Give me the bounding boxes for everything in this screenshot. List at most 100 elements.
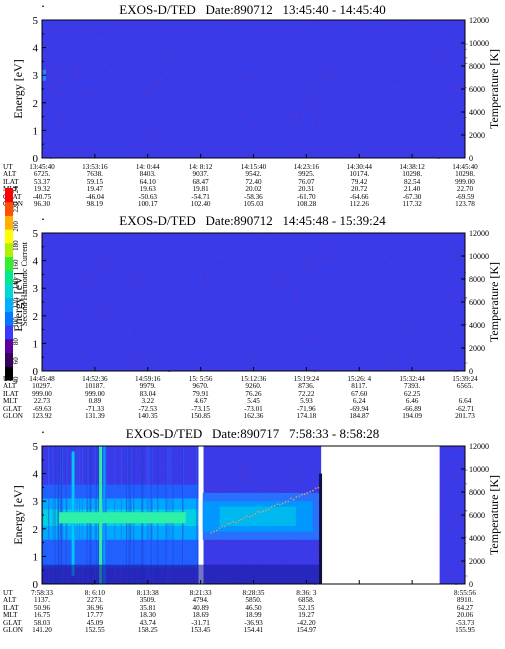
y2-tick-label: 0 <box>469 367 473 376</box>
data-gap <box>198 446 204 584</box>
info-value: 102.40 <box>190 200 211 208</box>
info-value: 98.19 <box>86 200 103 208</box>
info-value: 10174. <box>349 170 370 179</box>
info-value: 3.22 <box>141 397 155 406</box>
info-value: -61.70 <box>297 192 316 201</box>
y2-tick-label: 8000 <box>469 62 485 71</box>
info-value: 184.87 <box>349 412 370 420</box>
y-tick-label: 2 <box>33 311 39 323</box>
info-value: 5.93 <box>300 397 313 406</box>
info-value: 64.10 <box>139 177 156 186</box>
info-value: 19.32 <box>33 185 51 194</box>
info-value: -42.20 <box>297 618 316 627</box>
y2-tick-label: 10000 <box>469 465 489 474</box>
y-tick-label: 2 <box>33 98 39 110</box>
y-tick-label: 0 <box>33 579 39 591</box>
y2-tick-label: 10000 <box>469 39 489 48</box>
info-value: 8910. <box>456 596 474 605</box>
info-value: 9925. <box>298 170 315 179</box>
info-value: 16.75 <box>33 611 51 620</box>
colorbar-segment <box>5 201 13 216</box>
info-value: 62.25 <box>404 389 421 398</box>
info-value: 4794. <box>192 596 209 605</box>
info-value: 6.46 <box>405 397 419 406</box>
info-value: -66.89 <box>402 404 422 413</box>
info-value: 153.45 <box>190 626 211 634</box>
colorbar-segment <box>5 311 13 326</box>
colorbar-segment <box>5 338 13 354</box>
info-value: 21.40 <box>404 185 421 194</box>
info-value: 15:32:44 <box>399 375 425 383</box>
y2-tick-label: 12000 <box>469 229 489 238</box>
info-row-label: MLT <box>3 611 18 620</box>
info-value: 53.37 <box>33 177 51 186</box>
y2-tick-label: 2000 <box>469 557 485 566</box>
colorbar-tick-label: 80 <box>12 338 20 346</box>
info-value: 20.72 <box>351 185 368 194</box>
info-value: -62.71 <box>455 404 475 413</box>
colorbar-tick-label: 240 <box>12 186 20 193</box>
info-value: -69.63 <box>32 404 52 413</box>
y2-tick-label: 4000 <box>469 108 485 117</box>
info-value: 20.31 <box>298 185 315 194</box>
info-row-label: GLON <box>3 412 23 420</box>
info-value: 15:26: 4 <box>347 375 372 383</box>
info-value: 79.42 <box>351 177 368 186</box>
info-row-label: GLAT <box>3 618 22 627</box>
info-value: 194.09 <box>402 412 422 420</box>
info-value: 15:12:36 <box>240 375 267 383</box>
info-row-label: ALT <box>3 596 17 605</box>
info-value: 64.27 <box>456 603 474 612</box>
spectrogram-background <box>42 20 465 158</box>
plot-area <box>41 5 468 159</box>
info-value: -58.36 <box>244 192 263 201</box>
data-gap <box>321 446 440 584</box>
info-value: 19.63 <box>139 185 156 194</box>
info-value: 10187. <box>84 382 105 391</box>
info-value: 14:23:16 <box>293 163 320 171</box>
info-value: 8:28:35 <box>242 589 265 597</box>
plot-area <box>41 431 468 585</box>
colorbar-tick-label: 160 <box>12 259 20 270</box>
info-value: 0.89 <box>88 397 102 406</box>
info-value: -72.53 <box>138 404 158 413</box>
info-row-label: GLAT <box>3 404 22 413</box>
y-tick-label: 4 <box>33 43 39 55</box>
info-value: 999.00 <box>455 177 475 186</box>
info-value: 8403. <box>139 170 156 179</box>
info-value: 108.28 <box>296 200 317 208</box>
y-tick-label: 5 <box>33 441 39 453</box>
info-value: 8117. <box>351 382 368 391</box>
y-tick-label: 4 <box>33 256 39 268</box>
info-value: 68.47 <box>192 177 209 186</box>
info-value: 19.81 <box>192 185 209 194</box>
colorbar-segment <box>5 188 13 203</box>
y-axis-label: Energy [eV] <box>11 59 25 118</box>
info-row-label: MLT <box>3 397 18 406</box>
y-axis-label: Energy [eV] <box>11 485 25 544</box>
y2-tick-label: 2000 <box>469 344 485 353</box>
info-row-label: ILAT <box>3 603 19 612</box>
info-value: 96.30 <box>33 200 51 208</box>
info-value: 76.07 <box>298 177 315 186</box>
info-value: 13:45:40 <box>29 163 55 171</box>
y2-tick-label: 8000 <box>469 488 485 497</box>
y-tick-label: 4 <box>33 469 39 481</box>
colorbar-tick-label: 220 <box>12 201 20 212</box>
colorbar-label: Second Harmonic Current <box>20 241 29 326</box>
y-tick-label: 2 <box>33 524 39 536</box>
info-value: 14:59:16 <box>134 375 161 383</box>
info-value: 152.55 <box>84 626 105 634</box>
info-value: 155.95 <box>455 626 475 634</box>
info-row-label: ALT <box>3 170 17 179</box>
info-value: 8736. <box>298 382 315 391</box>
info-value: 150.85 <box>190 412 211 420</box>
info-value: 9260. <box>245 382 262 391</box>
info-value: 40.89 <box>192 603 209 612</box>
info-row-label: GLON <box>3 626 23 634</box>
info-value: 154.97 <box>296 626 317 634</box>
colorbar-segment <box>5 366 13 381</box>
info-value: 20.06 <box>456 611 474 620</box>
info-value: 201.73 <box>455 412 475 420</box>
info-value: 112.26 <box>349 200 370 208</box>
